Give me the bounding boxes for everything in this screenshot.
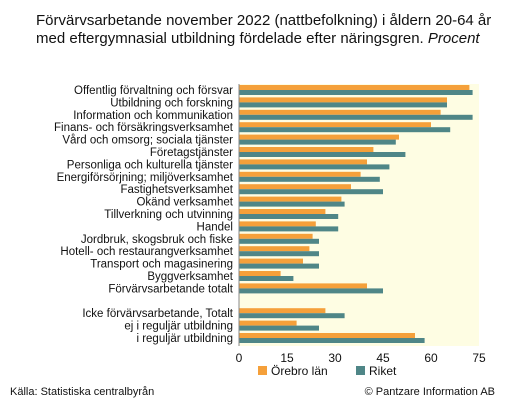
bar-orebro	[239, 122, 431, 128]
legend-swatch-riket	[356, 366, 365, 375]
legend-label-orebro: Örebro län	[271, 364, 328, 378]
legend-swatch-orebro	[258, 366, 267, 375]
category-label: ej i reguljär utbildning	[124, 321, 233, 333]
legend: Örebro län Riket	[258, 364, 397, 378]
bar-riket	[239, 102, 447, 108]
bar-orebro	[239, 147, 374, 152]
category-label: Jordbruk, skogsbruk och fiske	[81, 234, 233, 246]
chart-title-main: Förvärvsarbetande november 2022 (nattbef…	[36, 12, 492, 47]
bar-riket	[239, 114, 473, 120]
bar-orebro	[239, 196, 342, 202]
bar-orebro	[239, 159, 367, 165]
bar-riket	[239, 226, 339, 232]
bar-orebro	[239, 209, 326, 214]
x-tick-label: 75	[472, 351, 486, 365]
bar-orebro	[239, 246, 310, 252]
category-labels: Offentlig förvaltning och försvarUtbildn…	[54, 85, 234, 345]
source-note: Källa: Statistiska centralbyrån	[10, 386, 155, 398]
category-label: Tillverkning och utvinning	[104, 209, 233, 221]
category-label: Byggverksamhet	[147, 271, 233, 283]
x-tick-label: 60	[424, 351, 438, 365]
bar-orebro	[239, 171, 361, 177]
bar-riket	[239, 201, 345, 207]
bar-orebro	[239, 283, 367, 289]
category-label: Hotell- och restaurangverksamhet	[60, 246, 233, 258]
bar-riket	[239, 251, 319, 257]
bar-orebro	[239, 184, 351, 190]
bar-riket	[239, 214, 339, 219]
category-label: Energiförsörjning; miljöverksamhet	[57, 172, 234, 184]
bar-orebro	[239, 271, 281, 276]
category-label: Förvärvsarbetande totalt	[108, 283, 233, 295]
category-label: Icke förvärvsarbetande, Totalt	[82, 308, 233, 320]
x-tick-label: 0	[236, 351, 243, 365]
bar-orebro	[239, 221, 316, 227]
bar-orebro	[239, 308, 326, 314]
category-label: Företagstjänster	[150, 147, 233, 159]
bar-riket	[239, 313, 345, 319]
category-label: Finans- och försäkringsverksamhet	[54, 122, 234, 134]
category-label: Offentlig förvaltning och försvar	[74, 85, 233, 97]
bar-orebro	[239, 320, 297, 326]
bar-riket	[239, 189, 383, 195]
category-label: Handel	[197, 221, 233, 233]
bar-orebro	[239, 109, 441, 115]
bar-orebro	[239, 97, 447, 103]
legend-label-riket: Riket	[369, 364, 397, 378]
bar-riket	[239, 176, 380, 182]
bar-riket	[239, 288, 383, 294]
bar-orebro	[239, 333, 415, 338]
category-label: i reguljär utbildning	[136, 333, 233, 345]
category-label: Okänd verksamhet	[136, 197, 233, 209]
bar-riket	[239, 164, 390, 170]
bar-riket	[239, 139, 396, 145]
category-label: Utbildning och forskning	[110, 97, 233, 109]
bar-riket	[239, 238, 319, 244]
category-label: Personliga och kulturella tjänster	[67, 159, 233, 171]
x-tick-labels: 0 15 30 45 60 75	[236, 351, 486, 365]
bar-orebro	[239, 258, 303, 264]
bar-riket	[239, 338, 425, 343]
chart-title: Förvärvsarbetande november 2022 (nattbef…	[36, 12, 506, 48]
x-tick-label: 15	[280, 351, 294, 365]
category-label: Information och kommunikation	[73, 110, 233, 122]
bar-riket	[239, 127, 451, 133]
bar-riket	[239, 263, 319, 269]
bar-orebro	[239, 233, 313, 239]
chart-title-unit: Procent	[427, 30, 480, 47]
bar-orebro	[239, 85, 470, 90]
bars-group	[239, 85, 473, 343]
bar-orebro	[239, 134, 399, 140]
copyright-note: © Pantzare Information AB	[364, 386, 495, 398]
bar-riket	[239, 152, 406, 157]
bar-riket	[239, 276, 294, 281]
category-label: Vård och omsorg; sociala tjänster	[62, 135, 233, 147]
category-label: Fastighetsverksamhet	[121, 184, 234, 196]
x-tick-label: 45	[376, 351, 390, 365]
category-label: Transport och magasinering	[90, 259, 233, 271]
x-tick-label: 30	[328, 351, 342, 365]
bar-riket	[239, 90, 473, 95]
bar-riket	[239, 325, 319, 331]
